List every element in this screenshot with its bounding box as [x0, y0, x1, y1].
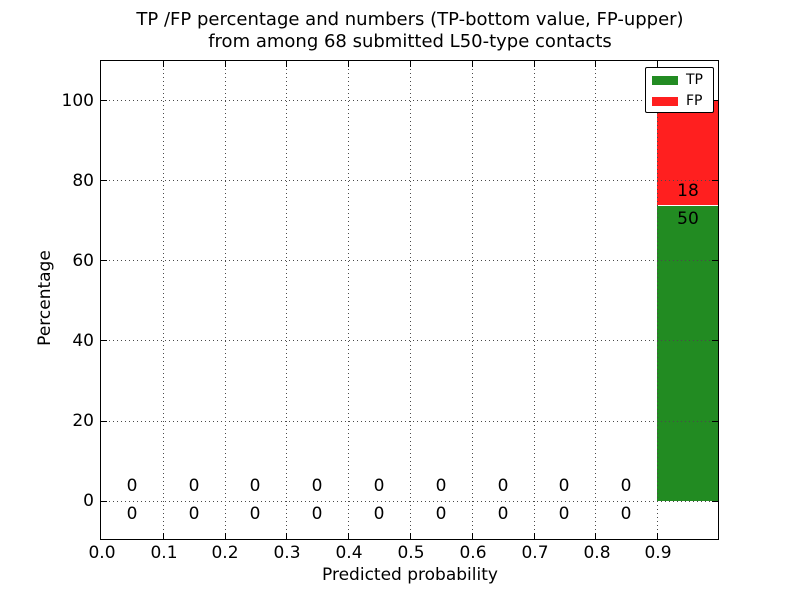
chart-title-line1: TP /FP percentage and numbers (TP-bottom…: [136, 9, 684, 30]
x-tick-mark: [163, 533, 164, 539]
tp-zero-annotation: 0: [497, 504, 509, 524]
gridline-x-0_7: [534, 61, 535, 539]
y-tick-mark-right: [712, 260, 718, 261]
tp-zero-annotation: 0: [249, 504, 261, 524]
y-tick-mark: [101, 260, 107, 261]
fp-swatch-icon: [652, 97, 678, 106]
gridline-x-0_4: [348, 61, 349, 539]
tp-zero-annotation: 0: [188, 504, 200, 524]
y-tick-mark: [101, 100, 107, 101]
x-tick-label-0_3: 0.3: [273, 543, 301, 563]
fp-zero-annotation: 0: [188, 476, 200, 496]
y-tick-label-100: 100: [61, 91, 94, 111]
y-tick-label-20: 20: [72, 411, 94, 431]
tp-count-annotation: 50: [677, 209, 699, 229]
tp-zero-annotation: 0: [435, 504, 447, 524]
gridline-x-0_5: [410, 61, 411, 539]
x-tick-mark: [348, 533, 349, 539]
fp-zero-annotation: 0: [126, 476, 138, 496]
x-tick-mark: [410, 533, 411, 539]
y-axis-label: Percentage: [35, 250, 55, 346]
x-tick-mark-top: [286, 61, 287, 67]
x-tick-label-0_9: 0.9: [644, 543, 672, 563]
x-tick-mark-top: [348, 61, 349, 67]
tp-zero-annotation: 0: [311, 504, 323, 524]
legend-label-tp: TP: [686, 72, 703, 88]
x-tick-mark: [657, 533, 658, 539]
fp-zero-annotation: 0: [311, 476, 323, 496]
y-tick-mark-right: [712, 180, 718, 181]
gridline-x-0_2: [225, 61, 226, 539]
y-tick-mark-right: [712, 501, 718, 502]
tp-zero-annotation: 0: [373, 504, 385, 524]
bar-tp-segment: [657, 206, 718, 501]
x-tick-label-0_5: 0.5: [397, 543, 425, 563]
x-tick-mark: [595, 533, 596, 539]
legend-item-fp: FP: [646, 92, 713, 110]
y-tick-mark-right: [712, 340, 718, 341]
fp-zero-annotation: 0: [620, 476, 632, 496]
x-tick-mark: [472, 533, 473, 539]
x-tick-mark-top: [657, 61, 658, 67]
x-tick-label-0_1: 0.1: [150, 543, 178, 563]
gridline-y-100: [101, 100, 718, 101]
x-tick-mark-top: [534, 61, 535, 67]
legend: TP FP: [645, 67, 714, 113]
y-tick-mark-right: [712, 421, 718, 422]
gridline-y-20: [101, 421, 718, 422]
y-tick-mark: [101, 501, 107, 502]
x-tick-label-0_7: 0.7: [521, 543, 549, 563]
gridline-x-0_9: [657, 61, 658, 539]
tp-zero-annotation: 0: [126, 504, 138, 524]
x-tick-mark-top: [410, 61, 411, 67]
x-tick-mark-top: [595, 61, 596, 67]
chart-title-line2: from among 68 submitted L50-type contact…: [208, 31, 612, 52]
fp-zero-annotation: 0: [373, 476, 385, 496]
gridline-y-0: [101, 501, 718, 502]
tp-swatch-icon: [652, 76, 678, 85]
x-axis-label: Predicted probability: [322, 565, 498, 585]
gridline-x-0_1: [163, 61, 164, 539]
gridline-x-0_6: [472, 61, 473, 539]
gridline-x-0_8: [595, 61, 596, 539]
y-tick-mark: [101, 180, 107, 181]
y-tick-mark: [101, 421, 107, 422]
y-tick-label-80: 80: [72, 171, 94, 191]
x-tick-label-0_2: 0.2: [211, 543, 239, 563]
fp-zero-annotation: 0: [435, 476, 447, 496]
fp-zero-annotation: 0: [558, 476, 570, 496]
plot-area: 18 50 0 0 0 0 0 0 0 0 0 0 0 0 0 0 0 0 0 …: [100, 60, 719, 540]
tp-zero-annotation: 0: [620, 504, 632, 524]
x-tick-label-0_6: 0.6: [459, 543, 487, 563]
legend-item-tp: TP: [646, 71, 713, 89]
gridline-y-40: [101, 340, 718, 341]
x-tick-mark: [534, 533, 535, 539]
y-tick-mark: [101, 340, 107, 341]
gridline-x-0_3: [286, 61, 287, 539]
x-tick-mark-top: [472, 61, 473, 67]
y-tick-label-60: 60: [72, 251, 94, 271]
gridline-y-80: [101, 180, 718, 181]
fp-zero-annotation: 0: [249, 476, 261, 496]
bar-fp-segment: [657, 100, 718, 206]
y-tick-label-40: 40: [72, 331, 94, 351]
x-tick-label-0_8: 0.8: [583, 543, 611, 563]
fp-zero-annotation: 0: [497, 476, 509, 496]
y-tick-mark-right: [712, 100, 718, 101]
x-tick-mark-top: [225, 61, 226, 67]
y-tick-label-0: 0: [83, 491, 94, 511]
tp-zero-annotation: 0: [558, 504, 570, 524]
x-tick-mark: [225, 533, 226, 539]
x-tick-label-0_4: 0.4: [335, 543, 363, 563]
x-tick-mark: [286, 533, 287, 539]
x-tick-label-0_0: 0.0: [88, 543, 116, 563]
legend-label-fp: FP: [686, 93, 703, 109]
x-tick-mark-top: [163, 61, 164, 67]
gridline-y-60: [101, 260, 718, 261]
fp-count-annotation: 18: [677, 181, 699, 201]
